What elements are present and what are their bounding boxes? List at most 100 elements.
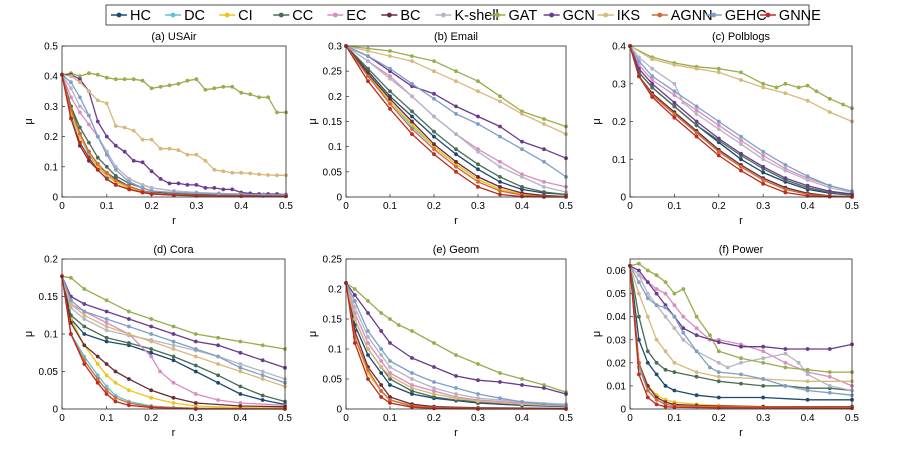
data-point xyxy=(388,377,392,381)
data-point xyxy=(171,354,176,359)
x-tick-label: 0.3 xyxy=(189,201,203,212)
legend-label: BC xyxy=(400,8,420,24)
legend-label: GCN xyxy=(563,8,595,24)
data-point xyxy=(783,91,788,96)
data-point xyxy=(498,192,502,197)
data-point xyxy=(158,84,163,89)
data-point xyxy=(637,261,641,266)
data-point xyxy=(78,95,82,100)
data-point xyxy=(275,173,279,178)
data-point xyxy=(78,131,82,136)
data-point xyxy=(366,74,370,79)
data-point xyxy=(113,174,118,178)
series-iks xyxy=(344,44,568,137)
data-point xyxy=(366,368,370,372)
data-point xyxy=(104,298,109,303)
data-point xyxy=(739,356,743,361)
data-point xyxy=(248,171,253,176)
series-dc xyxy=(628,264,854,410)
data-point xyxy=(681,287,686,291)
y-tick-label: 0.5 xyxy=(44,42,58,53)
x-tick-label: 0.3 xyxy=(756,201,770,212)
data-point xyxy=(366,377,370,381)
data-point xyxy=(739,78,743,82)
data-point xyxy=(104,324,109,329)
data-point xyxy=(238,392,243,396)
data-point xyxy=(366,311,370,315)
plot-frame xyxy=(345,258,567,410)
data-point xyxy=(498,124,502,129)
data-point xyxy=(78,77,82,82)
data-point xyxy=(104,134,109,139)
data-point xyxy=(761,384,766,388)
legend-entry-agnn: AGNN xyxy=(651,8,713,24)
series-bc xyxy=(628,44,854,199)
data-point xyxy=(432,96,436,101)
data-point xyxy=(69,86,73,91)
series-gcn xyxy=(60,72,288,197)
data-point xyxy=(645,360,650,365)
data-point xyxy=(95,161,100,166)
y-axis-label: μ xyxy=(23,118,35,124)
data-point xyxy=(827,370,832,374)
data-point xyxy=(113,380,118,385)
legend-entry-gcn: GCN xyxy=(543,8,595,24)
data-point xyxy=(654,337,659,342)
data-point xyxy=(379,395,384,399)
series-cc xyxy=(628,44,854,198)
x-tick-label: 0.3 xyxy=(471,413,485,424)
legend-swatch-marker xyxy=(549,12,555,18)
series-ec xyxy=(60,72,288,197)
data-point xyxy=(185,152,190,157)
legend-swatch-marker xyxy=(441,12,446,18)
series-iks xyxy=(628,44,854,124)
data-point xyxy=(716,379,721,384)
data-point xyxy=(827,390,832,395)
axes: 0 0.1 0.2 0.3 0.4 0.5 0 0.05 0.1 0.15 0.2 0.25 r μ xyxy=(307,255,573,440)
data-point xyxy=(672,370,677,374)
data-point xyxy=(432,147,436,152)
data-point xyxy=(761,157,766,162)
y-tick-label: 0.3 xyxy=(612,79,626,90)
data-point xyxy=(454,169,458,174)
legend-label: DC xyxy=(184,8,205,24)
data-point xyxy=(379,353,384,357)
data-point xyxy=(239,90,244,95)
data-point xyxy=(432,365,436,369)
data-point xyxy=(113,395,118,400)
data-point xyxy=(149,405,154,410)
series-ci xyxy=(60,72,288,199)
series-hc xyxy=(60,72,288,198)
series-gat xyxy=(60,274,287,351)
y-tick-label: 0.2 xyxy=(44,255,58,266)
data-point xyxy=(663,280,668,284)
data-point xyxy=(379,371,384,375)
data-point xyxy=(454,112,458,116)
data-point xyxy=(637,372,641,377)
series-agnn xyxy=(628,264,854,410)
data-point xyxy=(167,146,172,151)
series-line xyxy=(61,276,286,408)
data-point xyxy=(432,395,436,399)
data-point xyxy=(193,347,198,351)
data-point xyxy=(171,358,176,363)
data-point xyxy=(774,85,779,90)
data-point xyxy=(761,395,766,400)
y-tick-label: 0.05 xyxy=(323,375,343,386)
panel-title: (c) Polblogs xyxy=(712,31,771,43)
data-point xyxy=(498,94,502,99)
data-point xyxy=(212,186,217,190)
data-point xyxy=(216,398,221,402)
legend-swatch-marker xyxy=(170,12,176,18)
data-point xyxy=(388,401,392,405)
data-point xyxy=(379,389,384,393)
y-tick-label: 0.05 xyxy=(607,289,627,300)
data-point xyxy=(432,142,436,147)
y-tick-label: 0.2 xyxy=(328,92,342,103)
data-point xyxy=(127,184,132,189)
legend-swatch-marker xyxy=(332,12,338,18)
x-tick-label: 0.3 xyxy=(756,413,770,424)
data-point xyxy=(216,362,221,366)
data-point xyxy=(672,100,677,105)
data-point xyxy=(432,69,436,74)
